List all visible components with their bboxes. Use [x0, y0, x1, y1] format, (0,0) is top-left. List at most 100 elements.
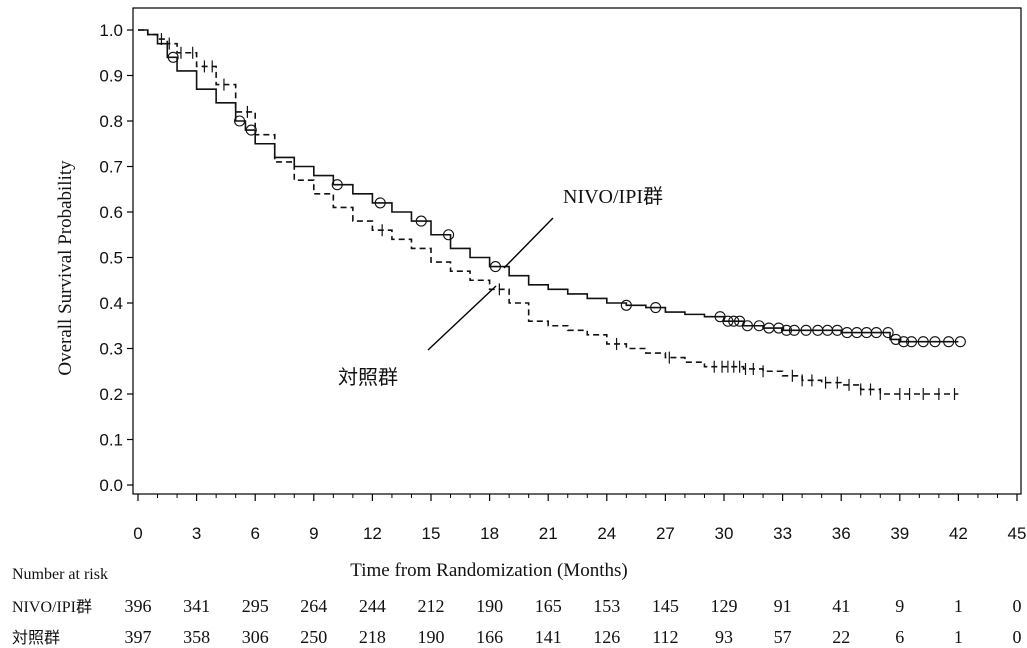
risk-value: 218 [359, 627, 386, 647]
x-tick-label: 0 [133, 524, 142, 543]
censor-mark-circle [917, 336, 929, 348]
axes: 0.00.10.20.30.40.50.60.70.80.91.00 3 6 9 12 1… [99, 21, 1026, 543]
risk-value: 397 [125, 627, 152, 647]
nivo-annotation-label: NIVO/IPI群 [563, 185, 663, 208]
risk-value: 91 [774, 596, 792, 616]
risk-value: 212 [418, 596, 445, 616]
risk-value: 341 [183, 596, 210, 616]
censor-mark-circle [741, 320, 753, 332]
y-tick-label: 0.3 [99, 340, 123, 359]
censor-mark-circle [905, 336, 918, 348]
y-axis-label: Overall Survival Probability [55, 160, 76, 376]
curves [138, 29, 966, 400]
risk-value: 112 [652, 627, 678, 647]
x-tick-label: 6 [250, 524, 259, 543]
x-tick-label: 30 [715, 524, 734, 543]
x-tick-label: 36 [832, 524, 851, 543]
risk-value: 190 [418, 627, 445, 647]
risk-value: 396 [125, 596, 152, 616]
censor-mark-circle [167, 51, 179, 63]
risk-value: 295 [242, 596, 269, 616]
censor-mark-circle [800, 324, 812, 336]
series-line-1 [138, 29, 959, 395]
x-tick-label: 33 [773, 524, 792, 543]
risk-value: 0 [1013, 627, 1022, 647]
x-tick-label: 21 [539, 524, 558, 543]
censor-mark-circle [870, 327, 882, 339]
censor-mark-circle [882, 327, 894, 339]
risk-value: 93 [715, 627, 733, 647]
x-axis-label: Time from Randomization (Months) [350, 560, 627, 581]
risk-value: 165 [535, 596, 562, 616]
censor-mark-circle [415, 215, 427, 227]
control-annotation-label: 対照群 [338, 366, 398, 389]
x-tick-label: 9 [309, 524, 318, 543]
censor-mark-circle [890, 333, 902, 345]
risk-value: 306 [242, 627, 269, 647]
censor-mark-circle [788, 324, 800, 336]
y-tick-label: 0.1 [99, 431, 123, 450]
risk-value: 129 [711, 596, 738, 616]
censor-mark-circle [722, 315, 734, 327]
risk-table-values: 396 341 295 264 244 212 190 165 153 145 129 91 41 9 1 0… [125, 596, 1022, 647]
risk-table-title: Number at risk [12, 566, 108, 583]
censor-mark-circle [929, 336, 941, 348]
censor-mark-circle [620, 299, 632, 311]
y-tick-label: 0.8 [99, 112, 123, 131]
y-tick-label: 0.2 [99, 385, 123, 404]
y-tick-label: 0.4 [99, 294, 123, 313]
censor-mark-circle [650, 301, 662, 314]
risk-value: 22 [832, 627, 850, 647]
censor-mark-circle [728, 315, 740, 327]
x-tick-label: 45 [1008, 524, 1027, 543]
x-tick-label: 27 [656, 524, 675, 543]
censor-mark-circle [331, 179, 343, 191]
risk-value: 190 [476, 596, 503, 616]
censor-mark-circle [245, 124, 257, 136]
risk-value: 166 [476, 627, 503, 647]
risk-value: 153 [593, 596, 620, 616]
risk-row-label-nivo: NIVO/IPI群 [12, 598, 92, 616]
risk-value: 41 [832, 596, 850, 616]
series-line-0 [138, 29, 959, 343]
y-tick-label: 0.7 [99, 158, 123, 177]
risk-row-label-control: 対照群 [12, 629, 60, 647]
censor-mark-circle [898, 336, 910, 348]
x-tick-label: 12 [363, 524, 382, 543]
x-tick-label: 15 [422, 524, 441, 543]
risk-value: 145 [652, 596, 679, 616]
plot-frame [132, 7, 1022, 495]
risk-value: 9 [895, 596, 904, 616]
censor-mark-circle [954, 336, 966, 348]
risk-value: 1 [954, 627, 963, 647]
censor-mark-circle [374, 197, 386, 209]
censor-mark-circle [489, 261, 502, 273]
risk-value: 0 [1013, 596, 1022, 616]
x-tick-label: 24 [597, 524, 616, 543]
x-tick-label: 42 [949, 524, 968, 543]
risk-value: 250 [300, 627, 327, 647]
risk-value: 358 [183, 627, 210, 647]
y-tick-label: 0.5 [99, 249, 123, 268]
y-tick-label: 0.6 [99, 203, 123, 222]
risk-value: 244 [359, 596, 386, 616]
y-tick-label: 0.9 [99, 67, 123, 86]
risk-value: 141 [535, 627, 562, 647]
censor-mark-circle [943, 336, 955, 348]
risk-value: 57 [774, 627, 792, 647]
x-tick-label: 3 [192, 524, 201, 543]
censor-mark-circle [443, 229, 455, 241]
nivo-annotation-pointer [503, 217, 554, 269]
risk-value: 126 [593, 627, 620, 647]
x-tick-label: 18 [480, 524, 499, 543]
risk-value: 264 [300, 596, 327, 616]
control-annotation-pointer [427, 285, 497, 351]
censor-mark-circle [773, 322, 785, 334]
censor-mark-circle [234, 115, 246, 127]
y-tick-label: 0.0 [99, 476, 123, 495]
x-tick-label: 39 [890, 524, 909, 543]
risk-value: 1 [954, 596, 963, 616]
censor-mark-circle [780, 324, 793, 336]
risk-value: 6 [895, 627, 904, 647]
